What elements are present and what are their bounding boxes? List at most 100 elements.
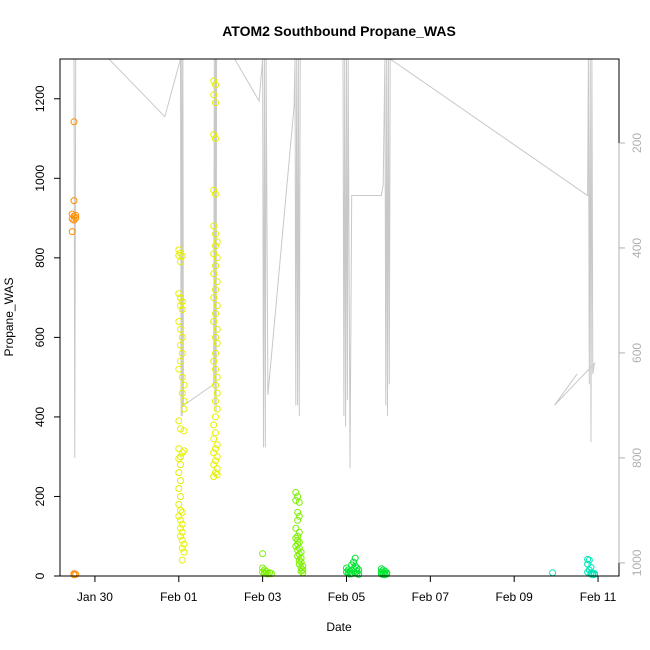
data-point [213, 339, 221, 347]
data-point [178, 306, 186, 313]
data-point [299, 566, 307, 574]
data-point [210, 294, 218, 302]
data-point [175, 512, 183, 520]
data-point [212, 99, 219, 107]
data-point [213, 325, 221, 333]
data-point [213, 254, 221, 262]
data-point [178, 389, 186, 397]
data-point [212, 81, 219, 89]
data-point [350, 565, 357, 573]
data-point [177, 302, 184, 310]
data-point [213, 453, 221, 461]
data-point [295, 560, 303, 568]
data-point [177, 357, 184, 365]
data-point [377, 570, 385, 578]
data-point [212, 286, 219, 294]
data-point [267, 570, 275, 578]
data-point [292, 496, 300, 504]
x-tick-label: Feb 03 [244, 590, 282, 604]
data-point [294, 508, 302, 516]
data-point [72, 211, 80, 219]
data-point [210, 91, 218, 99]
x-tick-label: Feb 11 [580, 590, 617, 604]
data-point [213, 471, 221, 479]
data-point [295, 556, 303, 564]
x-tick-label: Feb 07 [412, 590, 450, 604]
data-point [175, 500, 183, 508]
data-point [180, 447, 188, 455]
data-point [177, 493, 184, 500]
data-point [292, 489, 300, 496]
x-tick-label: Jan 30 [77, 590, 113, 604]
data-point [177, 341, 184, 349]
data-point [212, 469, 219, 477]
data-point [355, 566, 363, 574]
data-point [381, 571, 389, 579]
data-point [70, 216, 78, 224]
data-point [212, 349, 219, 357]
data-point [177, 524, 184, 532]
data-point [210, 270, 218, 278]
data-point [178, 536, 186, 544]
data-point [178, 333, 186, 341]
data-point [175, 485, 183, 492]
plot-frame [59, 58, 620, 577]
data-point [212, 381, 219, 389]
data-point [178, 556, 186, 564]
data-point [177, 325, 184, 333]
data-point [210, 77, 218, 85]
data-point [210, 461, 218, 469]
data-point [178, 544, 186, 552]
x-tick-label: Feb 09 [496, 590, 534, 604]
secondary-tick-label: 600 [630, 343, 644, 363]
y-tick-label: 1200 [33, 85, 47, 112]
secondary-tick-label: 400 [630, 238, 644, 258]
x-tick-label: Feb 01 [160, 590, 198, 604]
y-tick-label: 800 [33, 248, 47, 268]
secondary-tick-label: 200 [630, 133, 644, 153]
data-point [210, 357, 218, 365]
data-point [177, 258, 184, 266]
data-point [178, 508, 186, 516]
data-point [72, 214, 80, 222]
altitude-line [73, 59, 596, 469]
data-point [346, 570, 354, 578]
data-point [210, 186, 218, 194]
y-tick-label: 400 [33, 407, 47, 427]
data-point [212, 457, 219, 465]
data-point [212, 445, 219, 453]
secondary-tick-label: 1000 [630, 549, 644, 576]
y-tick-label: 0 [33, 572, 47, 579]
data-point [180, 397, 188, 405]
data-point [294, 552, 302, 560]
data-point [210, 222, 218, 230]
data-point [178, 520, 186, 528]
data-point [297, 564, 305, 572]
data-point [210, 449, 218, 457]
altitude-profile [73, 59, 596, 469]
data-point [177, 477, 184, 485]
data-point [259, 550, 267, 558]
data-point [68, 215, 76, 223]
data-point [213, 373, 221, 381]
data-point [212, 397, 219, 405]
data-point [177, 453, 184, 461]
data-point [210, 421, 218, 429]
data-point [353, 564, 361, 572]
data-point [212, 262, 219, 270]
data-point [70, 118, 78, 126]
data-point [351, 554, 359, 562]
data-point [585, 556, 593, 564]
x-axis: Jan 30 Feb 01 Feb 03 Feb 05 Feb 07 Feb 09 Feb … [77, 576, 617, 604]
data-point [210, 435, 218, 443]
data-point [213, 405, 221, 413]
data-point [213, 441, 221, 449]
data-point [348, 561, 356, 569]
data-point [210, 250, 218, 258]
data-point [210, 131, 218, 139]
data-point [180, 381, 188, 389]
data-point [295, 498, 303, 506]
y-tick-label: 1000 [33, 165, 47, 192]
data-point [294, 516, 302, 524]
